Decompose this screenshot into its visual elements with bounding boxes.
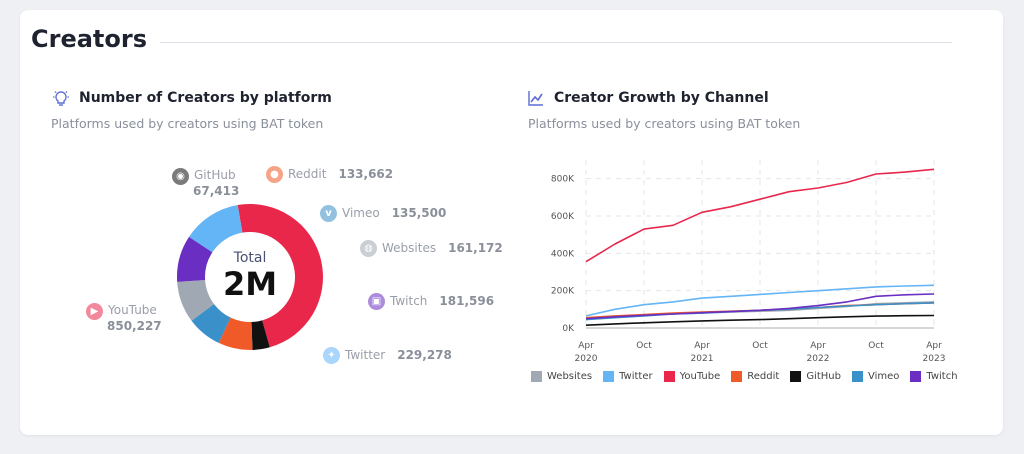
donut-slice-youtube[interactable] (237, 203, 324, 348)
donut-label-value: 850,227 (107, 319, 162, 333)
donut-label-twitter: Twitter 229,278 (345, 348, 452, 362)
legend-swatch (790, 371, 802, 382)
line-panel-title: Creator Growth by Channel (554, 90, 769, 106)
line-chart-legend: Websites Twitter YouTube Reddit GitHub Vimeo T… (531, 371, 969, 382)
y-tick-label: 600K (551, 212, 575, 222)
legend-swatch (603, 371, 615, 382)
donut-label-name: Twitch (390, 294, 428, 308)
donut-label-value: 161,172 (448, 241, 503, 255)
donut-label-value: 181,596 (439, 294, 495, 308)
donut-panel-subtitle: Platforms used by creators using BAT tok… (51, 116, 324, 131)
donut-label-youtube: YouTube 850,227 (107, 302, 162, 334)
x-tick-label: Apr (810, 341, 826, 351)
github-icon: ◉ (172, 168, 189, 185)
legend-swatch (731, 371, 743, 382)
globe-icon: ◍ (360, 240, 377, 257)
donut-total-label: Total (233, 250, 267, 266)
line-chart-icon (528, 91, 543, 106)
legend-label: YouTube (679, 371, 721, 382)
x-tick-label: Oct (868, 341, 884, 351)
donut-slice-reddit[interactable] (218, 317, 253, 350)
legend-item-youtube[interactable]: YouTube (663, 371, 721, 382)
series-line-youtube[interactable] (585, 168, 935, 263)
donut-label-value: 229,278 (397, 348, 452, 362)
legend-swatch (851, 371, 863, 382)
donut-slice-websites[interactable] (177, 280, 214, 321)
donut-label-name: Websites (382, 241, 437, 255)
x-tick-year: 2022 (807, 354, 830, 364)
line-panel-subtitle: Platforms used by creators using BAT tok… (528, 116, 801, 131)
donut-slice-vimeo[interactable] (191, 303, 231, 343)
legend-item-twitter[interactable]: Twitter (603, 371, 653, 382)
donut-label-name: Vimeo (342, 206, 380, 220)
donut-slice-twitch[interactable] (177, 236, 213, 282)
donut-slice-twitter[interactable] (189, 205, 243, 253)
legend-swatch (531, 371, 542, 382)
y-tick-label: 200K (551, 287, 575, 297)
legend-item-reddit[interactable]: Reddit (731, 371, 779, 382)
series-line-twitch[interactable] (585, 293, 935, 320)
donut-label-reddit: Reddit 133,662 (288, 167, 393, 181)
x-tick-year: 2023 (923, 354, 946, 364)
donut-total-value: 2M (222, 265, 278, 303)
vimeo-icon: v (320, 205, 337, 222)
y-tick-label: 800K (551, 175, 575, 185)
y-tick-label: 400K (551, 249, 575, 259)
donut-label-name: Twitter (345, 348, 386, 362)
y-tick-label: 0K (562, 324, 575, 334)
donut-label-websites: Websites 161,172 (382, 241, 503, 255)
donut-label-twitch: Twitch 181,596 (390, 294, 494, 308)
x-tick-year: 2020 (575, 354, 598, 364)
donut-label-value: 67,413 (193, 184, 240, 198)
x-tick-label: Apr (694, 341, 710, 351)
donut-label-name: Reddit (288, 167, 327, 181)
x-tick-label: Apr (578, 341, 594, 351)
donut-slice-github[interactable] (251, 320, 270, 350)
legend-item-github[interactable]: GitHub (790, 371, 841, 382)
twitch-icon: ▣ (368, 293, 385, 310)
twitter-icon: ✦ (323, 347, 340, 364)
series-line-twitter[interactable] (585, 284, 935, 317)
donut-panel-title: Number of Creators by platform (79, 90, 332, 106)
donut-label-value: 135,500 (391, 206, 447, 220)
creators-card (20, 10, 1003, 435)
section-title: Creators (31, 25, 148, 53)
donut-label-github: GitHub 67,413 (193, 167, 240, 199)
donut-label-name: YouTube (108, 303, 157, 317)
title-divider (160, 42, 952, 43)
legend-swatch (910, 371, 922, 382)
line-panel-header: Creator Growth by Channel (527, 89, 769, 107)
donut-panel-header: Number of Creators by platform (52, 89, 332, 107)
reddit-icon: ● (266, 166, 283, 183)
youtube-icon: ▶ (86, 303, 103, 320)
legend-label: Twitch (926, 371, 958, 382)
legend-item-twitch[interactable]: Twitch (910, 371, 958, 382)
x-tick-year: 2021 (691, 354, 714, 364)
legend-item-websites[interactable]: Websites (531, 371, 592, 382)
x-tick-label: Oct (636, 341, 652, 351)
legend-label: Twitter (619, 371, 653, 382)
legend-swatch (663, 371, 675, 382)
donut-label-name: GitHub (194, 168, 236, 182)
legend-label: GitHub (806, 371, 841, 382)
legend-label: Reddit (747, 371, 780, 382)
donut-label-vimeo: Vimeo 135,500 (342, 206, 446, 220)
x-tick-label: Apr (926, 341, 942, 351)
legend-item-vimeo[interactable]: Vimeo (851, 371, 900, 382)
lightbulb-icon (53, 91, 69, 106)
series-line-github[interactable] (585, 314, 935, 326)
legend-label: Vimeo (867, 371, 900, 382)
x-tick-label: Oct (752, 341, 768, 351)
donut-label-value: 133,662 (338, 167, 394, 181)
legend-label: Websites (547, 371, 593, 382)
